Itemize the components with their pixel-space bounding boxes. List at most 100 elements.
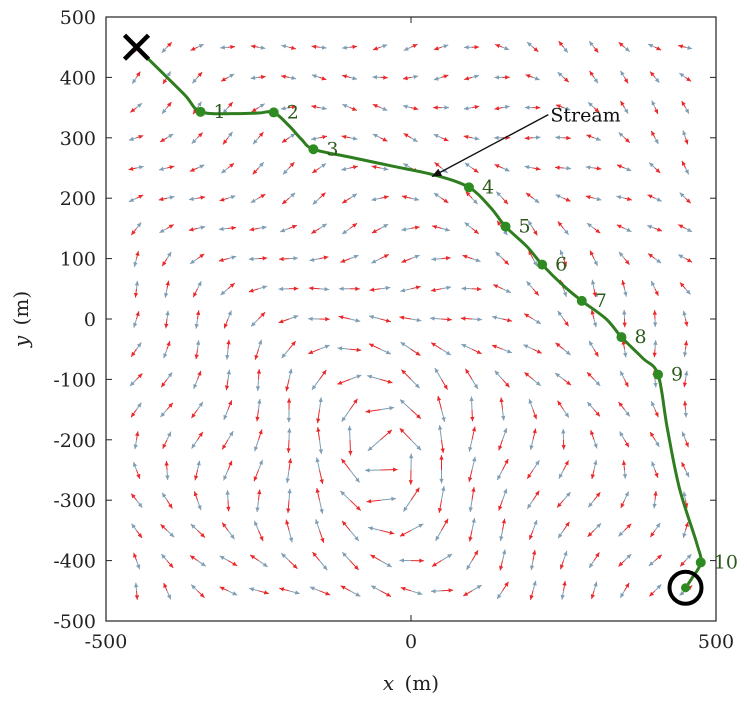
- field-arrow: [227, 590, 238, 596]
- field-arrow: [252, 167, 259, 175]
- field-arrow: [349, 469, 360, 483]
- field-arrow: [464, 45, 473, 50]
- field-arrow: [163, 349, 168, 359]
- field-arrow: [654, 197, 662, 202]
- field-arrow: [225, 349, 230, 360]
- y-axis-var: y: [9, 335, 33, 348]
- y-tick-label: -500: [53, 611, 96, 633]
- field-arrow: [133, 461, 138, 471]
- field-arrow: [166, 372, 173, 380]
- y-tick-label: -300: [53, 490, 96, 512]
- field-arrow: [593, 228, 601, 234]
- field-arrow: [161, 492, 168, 501]
- field-arrow: [218, 257, 229, 262]
- field-arrow: [587, 530, 595, 538]
- field-arrow: [410, 558, 424, 563]
- field-arrow: [341, 197, 351, 204]
- field-arrow: [685, 288, 691, 295]
- field-arrow: [652, 349, 657, 358]
- field-arrow: [410, 196, 420, 202]
- field-arrow: [616, 224, 625, 229]
- field-arrow: [349, 76, 358, 81]
- field-arrow: [431, 560, 442, 567]
- field-arrow: [309, 257, 320, 262]
- field-arrow: [226, 500, 231, 512]
- field-arrow: [502, 427, 508, 440]
- field-arrow: [619, 590, 625, 599]
- field-arrow: [532, 409, 538, 420]
- field-arrow: [134, 431, 140, 440]
- field-arrow: [341, 227, 351, 235]
- field-arrow: [341, 134, 351, 140]
- field-arrow: [227, 560, 238, 567]
- field-arrow: [468, 469, 473, 483]
- cross-stroke: [122, 33, 151, 61]
- field-arrow: [219, 586, 229, 592]
- field-arrow: [554, 372, 564, 380]
- field-arrow: [532, 46, 539, 53]
- field-arrow: [557, 310, 564, 320]
- field-arrow: [491, 315, 503, 320]
- field-arrow: [311, 167, 320, 174]
- field-arrow: [501, 549, 507, 561]
- field-arrow: [593, 522, 602, 531]
- field-arrow: [439, 455, 444, 471]
- field-arrow: [308, 348, 320, 355]
- y-tick-label: 300: [60, 128, 96, 150]
- field-arrow: [410, 523, 424, 531]
- field-arrow: [430, 588, 442, 594]
- field-arrow: [684, 521, 689, 531]
- field-arrow: [197, 71, 203, 78]
- field-arrow: [494, 135, 503, 140]
- field-arrow: [684, 167, 690, 175]
- field-arrow: [130, 493, 137, 501]
- field-arrow: [288, 224, 298, 229]
- field-arrow: [288, 256, 298, 261]
- field-arrow: [371, 164, 381, 170]
- field-arrow: [399, 427, 412, 441]
- field-arrow: [593, 552, 600, 561]
- field-arrow: [249, 587, 259, 592]
- field-arrow: [410, 225, 420, 230]
- field-arrow: [130, 348, 137, 357]
- field-arrow: [227, 430, 234, 441]
- field-arrow: [647, 194, 656, 199]
- field-arrow: [136, 165, 144, 170]
- field-arrow: [369, 287, 381, 292]
- field-arrow: [288, 133, 296, 139]
- field-arrow: [555, 194, 564, 199]
- field-arrow: [590, 590, 595, 600]
- field-arrow: [128, 166, 137, 171]
- field-arrow: [197, 431, 204, 441]
- field-arrow: [502, 46, 510, 51]
- field-arrow: [649, 431, 656, 441]
- field-arrow: [616, 164, 625, 169]
- field-arrow: [557, 400, 564, 410]
- field-arrow: [433, 133, 442, 139]
- field-arrow: [191, 77, 198, 84]
- field-arrow: [590, 279, 596, 289]
- field-arrow: [197, 560, 207, 567]
- field-arrow: [678, 224, 686, 229]
- field-arrow: [340, 258, 351, 263]
- field-arrow: [288, 45, 296, 50]
- field-arrow: [160, 523, 168, 531]
- field-arrow: [528, 530, 534, 540]
- field-arrow: [555, 135, 564, 140]
- y-tick-label: -400: [53, 551, 96, 573]
- field-arrow: [380, 106, 388, 111]
- field-arrow: [682, 491, 687, 501]
- field-arrow: [286, 439, 291, 453]
- field-arrow: [470, 409, 475, 422]
- field-arrow: [525, 74, 534, 79]
- field-arrow: [136, 71, 141, 78]
- field-arrow: [652, 318, 658, 327]
- field-arrow: [380, 137, 388, 142]
- field-arrow: [285, 379, 290, 392]
- field-arrow: [593, 459, 598, 471]
- waypoint-dot: [500, 221, 511, 232]
- field-arrow: [555, 104, 564, 109]
- field-arrow: [227, 310, 232, 320]
- field-arrow: [349, 374, 362, 380]
